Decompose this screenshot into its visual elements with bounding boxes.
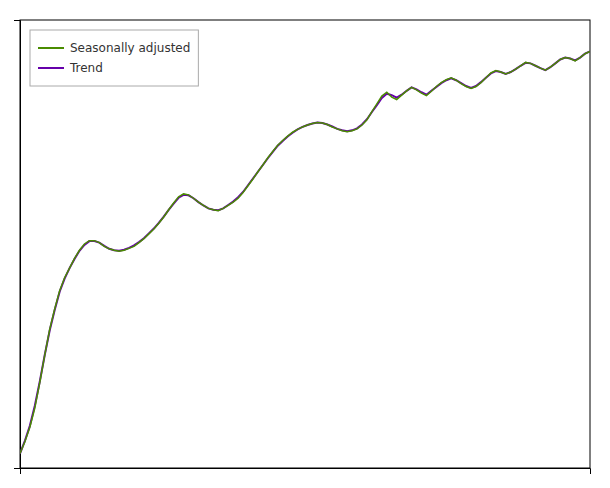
plot: Seasonally adjusted Trend	[14, 20, 591, 474]
legend-box	[30, 30, 198, 86]
x-axis	[21, 469, 591, 475]
marks	[20, 51, 590, 453]
legend-swatch	[38, 67, 64, 69]
legend-item: Seasonally adjusted	[38, 41, 190, 55]
plot-frame	[20, 20, 590, 468]
chart: Seasonally adjusted Trend	[0, 0, 610, 488]
legend-item: Trend	[38, 61, 103, 75]
legend-label: Seasonally adjusted	[70, 41, 190, 55]
legend-label: Trend	[69, 61, 103, 75]
legend: Seasonally adjusted Trend	[30, 30, 198, 86]
legend-swatch	[38, 47, 64, 49]
line	[20, 51, 590, 453]
line	[20, 51, 590, 453]
axis-line	[21, 469, 591, 475]
